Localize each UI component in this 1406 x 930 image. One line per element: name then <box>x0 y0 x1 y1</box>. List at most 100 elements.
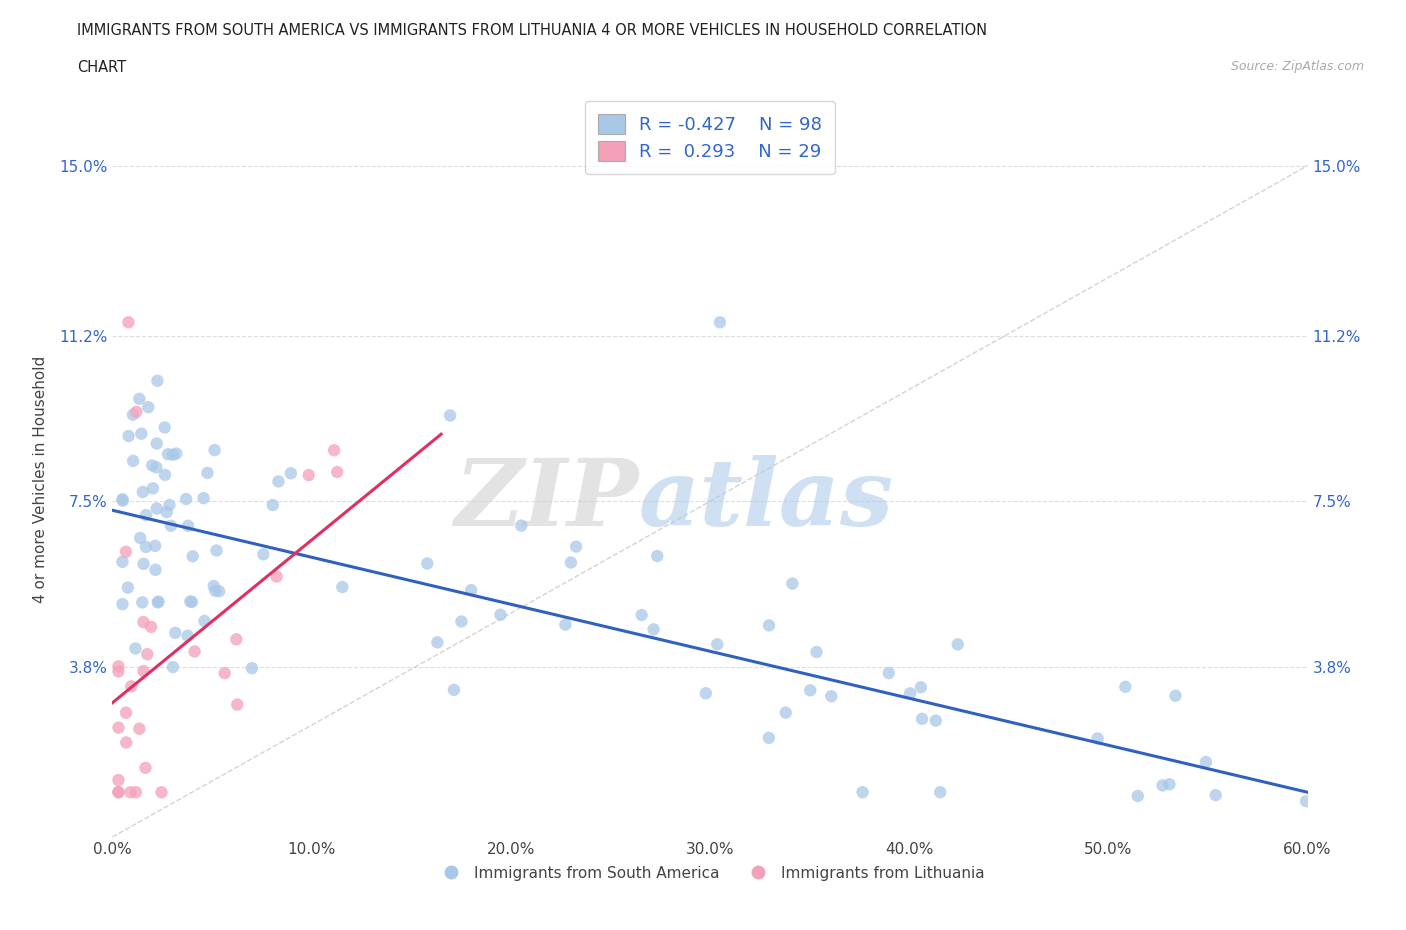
Point <box>820 689 842 704</box>
Point <box>560 555 582 570</box>
Point <box>153 420 176 435</box>
Point <box>240 660 263 675</box>
Point <box>162 659 184 674</box>
Point <box>214 666 236 681</box>
Point <box>925 713 948 728</box>
Point <box>153 468 176 483</box>
Point <box>132 664 155 679</box>
Point <box>124 641 146 656</box>
Point <box>298 468 321 483</box>
Point <box>145 459 167 474</box>
Point <box>174 492 197 507</box>
Point <box>145 436 167 451</box>
Point <box>179 594 201 609</box>
Point <box>695 685 717 700</box>
Point <box>806 644 828 659</box>
Text: atlas: atlas <box>638 456 894 545</box>
Point <box>143 538 166 553</box>
Point <box>267 474 290 489</box>
Text: CHART: CHART <box>77 60 127 75</box>
Point <box>134 761 156 776</box>
Point <box>782 577 804 591</box>
Point <box>898 686 921 701</box>
Point <box>193 491 215 506</box>
Point <box>117 429 139 444</box>
Point <box>107 720 129 735</box>
Text: Source: ZipAtlas.com: Source: ZipAtlas.com <box>1230 60 1364 73</box>
Point <box>280 466 302 481</box>
Point <box>132 615 155 630</box>
Point <box>910 680 932 695</box>
Point <box>132 556 155 571</box>
Text: ZIP: ZIP <box>454 456 638 545</box>
Point <box>111 492 134 507</box>
Point <box>330 579 353 594</box>
Point <box>111 493 134 508</box>
Point <box>117 315 139 330</box>
Point <box>204 443 226 458</box>
Point <box>443 683 465 698</box>
Point <box>156 505 179 520</box>
Point <box>775 705 797 720</box>
Point <box>142 481 165 496</box>
Point <box>180 594 202 609</box>
Point <box>115 735 138 750</box>
Point <box>115 544 138 559</box>
Point <box>266 569 288 584</box>
Point <box>1164 688 1187 703</box>
Point <box>107 659 129 674</box>
Point <box>1114 680 1136 695</box>
Point <box>226 698 249 712</box>
Point <box>426 635 449 650</box>
Point <box>111 554 134 569</box>
Y-axis label: 4 or more Vehicles in Household: 4 or more Vehicles in Household <box>34 355 48 603</box>
Point <box>565 539 588 554</box>
Point <box>645 549 668 564</box>
Point <box>554 618 576 632</box>
Point <box>135 508 157 523</box>
Point <box>1159 777 1181 791</box>
Point <box>131 426 153 441</box>
Point <box>197 465 219 480</box>
Point <box>125 405 148 419</box>
Point <box>1152 777 1174 792</box>
Point <box>117 580 139 595</box>
Point <box>150 785 173 800</box>
Point <box>323 443 346 458</box>
Point <box>202 578 225 593</box>
Point <box>1195 754 1218 769</box>
Point <box>177 629 200 644</box>
Point <box>107 773 129 788</box>
Point <box>1295 794 1317 809</box>
Point <box>709 315 731 330</box>
Point <box>450 614 472 629</box>
Point <box>946 637 969 652</box>
Point <box>145 563 167 578</box>
Point <box>162 447 184 462</box>
Point <box>706 637 728 652</box>
Point <box>128 722 150 737</box>
Point <box>125 785 148 800</box>
Point <box>204 583 226 598</box>
Point <box>460 583 482 598</box>
Point <box>643 622 665 637</box>
Point <box>141 458 163 472</box>
Point <box>758 730 780 745</box>
Point <box>136 400 159 415</box>
Point <box>326 465 349 480</box>
Text: IMMIGRANTS FROM SOUTH AMERICA VS IMMIGRANTS FROM LITHUANIA 4 OR MORE VEHICLES IN: IMMIGRANTS FROM SOUTH AMERICA VS IMMIGRA… <box>77 23 987 38</box>
Point <box>929 785 952 800</box>
Point <box>183 644 205 659</box>
Point <box>510 518 533 533</box>
Point <box>165 446 187 461</box>
Point <box>225 631 247 646</box>
Point <box>156 446 179 461</box>
Point <box>135 539 157 554</box>
Point <box>177 518 200 533</box>
Point <box>107 664 129 679</box>
Point <box>122 454 145 469</box>
Point <box>160 518 183 533</box>
Point <box>852 785 875 800</box>
Point <box>131 595 153 610</box>
Point <box>205 543 228 558</box>
